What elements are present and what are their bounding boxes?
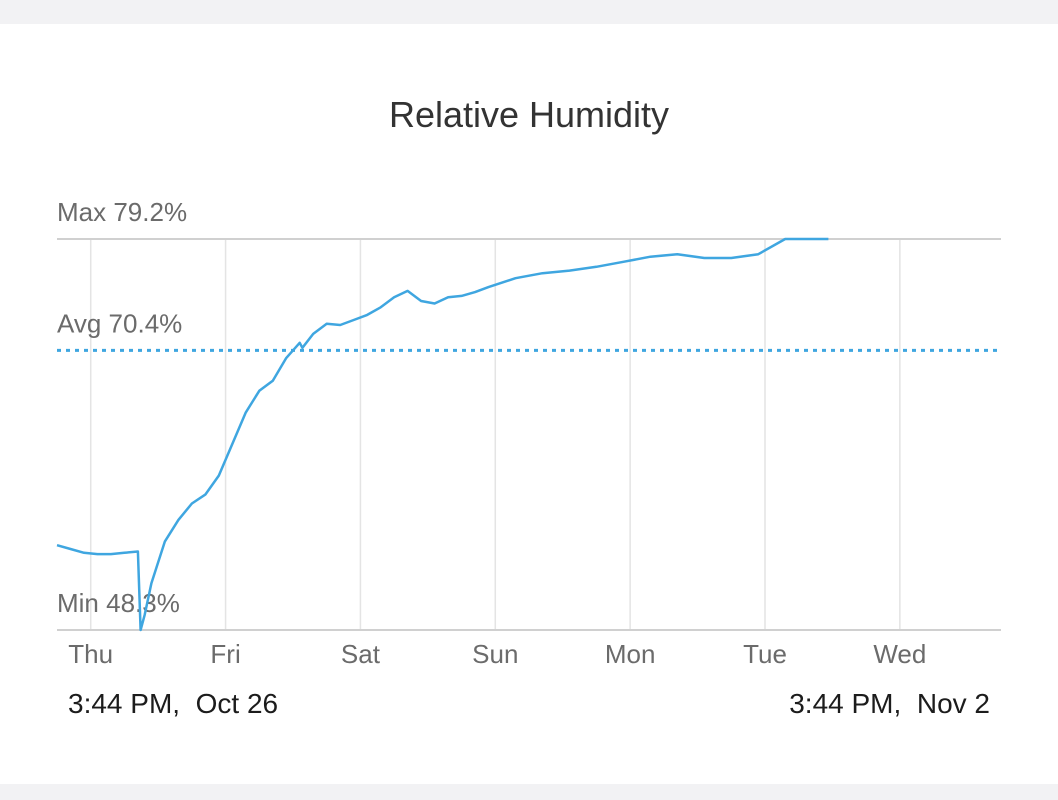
x-tick-sun: Sun (472, 639, 518, 669)
humidity-series-line (56, 237, 829, 632)
x-tick-tue: Tue (743, 639, 787, 669)
avg-reference-label: Avg 70.4% (57, 308, 182, 338)
min-reference-label: Min 48.3% (57, 588, 180, 618)
max-reference-label: Max 79.2% (57, 197, 187, 227)
range-end-label: 3:44 PM, Nov 2 (789, 688, 990, 719)
range-start-label: 3:44 PM, Oct 26 (68, 688, 279, 719)
x-tick-thu: Thu (68, 639, 113, 669)
chart-title: Relative Humidity (388, 94, 670, 135)
x-tick-wed: Wed (873, 639, 926, 669)
x-tick-mon: Mon (605, 639, 656, 669)
x-tick-fri: Fri (210, 639, 240, 669)
chart-card (0, 24, 1058, 784)
x-tick-sat: Sat (341, 639, 381, 669)
